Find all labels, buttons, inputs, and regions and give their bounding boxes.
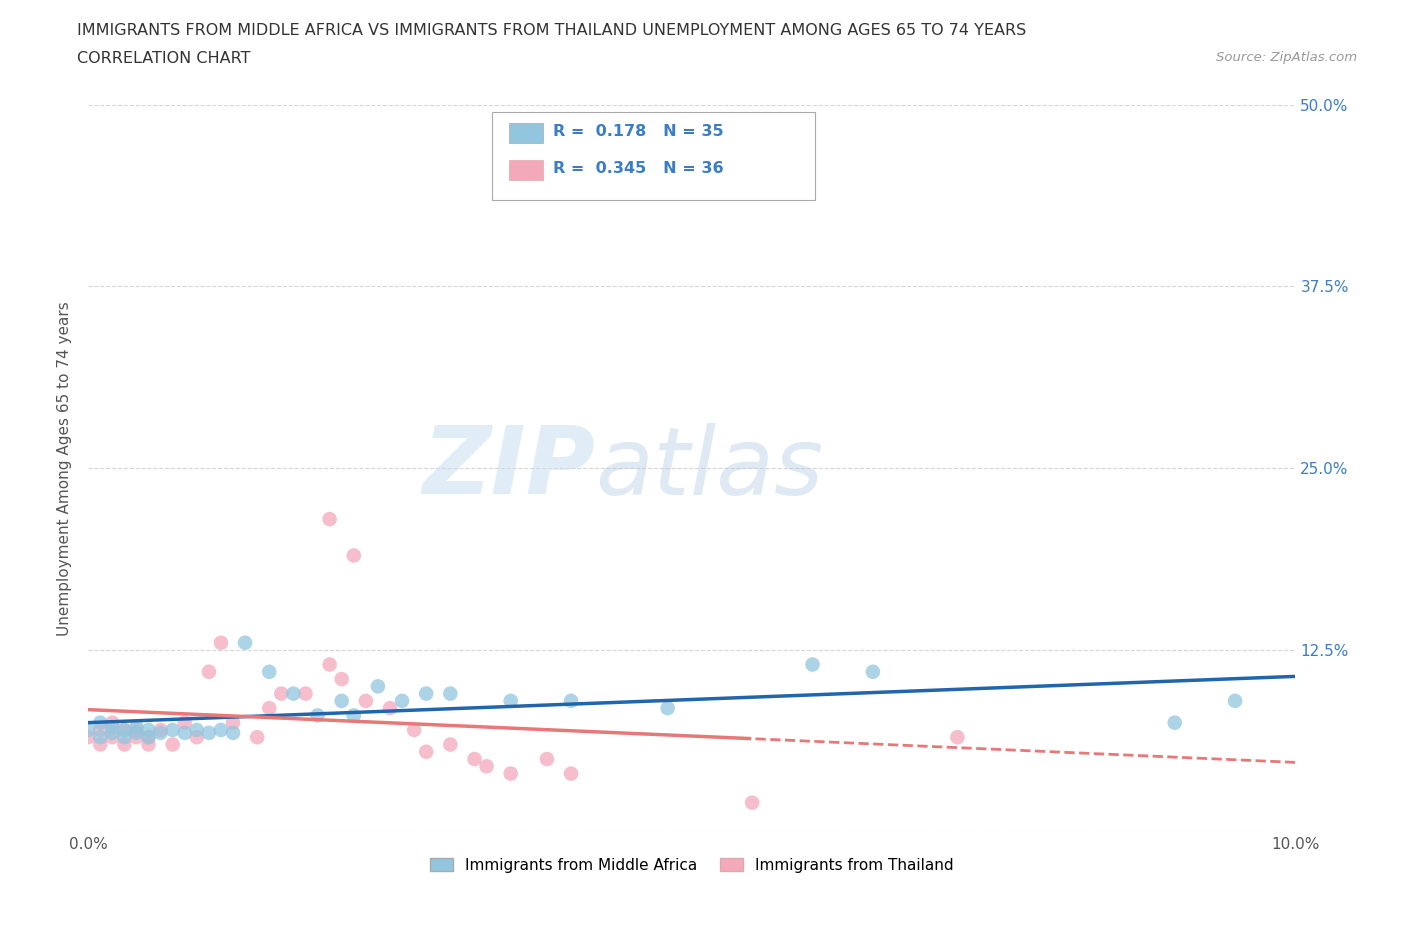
- Text: IMMIGRANTS FROM MIDDLE AFRICA VS IMMIGRANTS FROM THAILAND UNEMPLOYMENT AMONG AGE: IMMIGRANTS FROM MIDDLE AFRICA VS IMMIGRA…: [77, 23, 1026, 38]
- Point: [463, 751, 485, 766]
- Point: [101, 720, 124, 735]
- Point: [233, 635, 256, 650]
- Point: [283, 686, 305, 701]
- Point: [112, 730, 135, 745]
- Point: [391, 694, 413, 709]
- Point: [125, 725, 148, 740]
- Point: [112, 737, 135, 752]
- Text: ZIP: ZIP: [422, 422, 595, 514]
- Point: [77, 723, 100, 737]
- Text: R =  0.345   N = 36: R = 0.345 N = 36: [553, 161, 723, 176]
- Point: [198, 664, 221, 679]
- Point: [862, 664, 884, 679]
- Point: [439, 686, 461, 701]
- Point: [89, 715, 111, 730]
- Point: [270, 686, 292, 701]
- Point: [186, 723, 208, 737]
- Point: [138, 737, 160, 752]
- Point: [946, 730, 969, 745]
- Point: [475, 759, 498, 774]
- Point: [1223, 694, 1246, 709]
- Point: [101, 715, 124, 730]
- Point: [1164, 715, 1187, 730]
- Point: [222, 725, 245, 740]
- Point: [77, 730, 100, 745]
- Point: [318, 658, 340, 672]
- Point: [125, 730, 148, 745]
- Point: [294, 686, 316, 701]
- Point: [162, 737, 184, 752]
- Point: [101, 725, 124, 740]
- Point: [198, 725, 221, 740]
- Y-axis label: Unemployment Among Ages 65 to 74 years: Unemployment Among Ages 65 to 74 years: [58, 300, 72, 635]
- Point: [536, 751, 558, 766]
- Point: [209, 723, 232, 737]
- Point: [330, 694, 353, 709]
- Point: [657, 700, 679, 715]
- Point: [138, 730, 160, 745]
- Point: [246, 730, 269, 745]
- Point: [415, 686, 437, 701]
- Point: [222, 715, 245, 730]
- Point: [101, 730, 124, 745]
- Point: [499, 694, 522, 709]
- Point: [343, 708, 366, 723]
- Text: Source: ZipAtlas.com: Source: ZipAtlas.com: [1216, 51, 1357, 64]
- Point: [439, 737, 461, 752]
- Point: [257, 664, 280, 679]
- Point: [186, 730, 208, 745]
- Point: [112, 723, 135, 737]
- Point: [89, 737, 111, 752]
- Text: atlas: atlas: [595, 423, 824, 513]
- Point: [173, 725, 195, 740]
- Point: [367, 679, 389, 694]
- Point: [307, 708, 329, 723]
- Point: [560, 766, 582, 781]
- Point: [149, 723, 172, 737]
- Point: [801, 658, 824, 672]
- Point: [354, 694, 377, 709]
- Point: [257, 700, 280, 715]
- Point: [125, 720, 148, 735]
- Point: [209, 635, 232, 650]
- Point: [343, 548, 366, 563]
- Point: [378, 700, 401, 715]
- Text: R =  0.178   N = 35: R = 0.178 N = 35: [553, 124, 723, 139]
- Text: CORRELATION CHART: CORRELATION CHART: [77, 51, 250, 66]
- Point: [125, 723, 148, 737]
- Point: [149, 725, 172, 740]
- Point: [173, 715, 195, 730]
- Legend: Immigrants from Middle Africa, Immigrants from Thailand: Immigrants from Middle Africa, Immigrant…: [423, 851, 960, 879]
- Point: [318, 512, 340, 526]
- Point: [138, 723, 160, 737]
- Point: [415, 744, 437, 759]
- Point: [741, 795, 763, 810]
- Point: [404, 723, 426, 737]
- Point: [499, 766, 522, 781]
- Point: [162, 723, 184, 737]
- Point: [89, 730, 111, 745]
- Point: [89, 723, 111, 737]
- Point: [138, 730, 160, 745]
- Point: [330, 671, 353, 686]
- Point: [560, 694, 582, 709]
- Point: [112, 723, 135, 737]
